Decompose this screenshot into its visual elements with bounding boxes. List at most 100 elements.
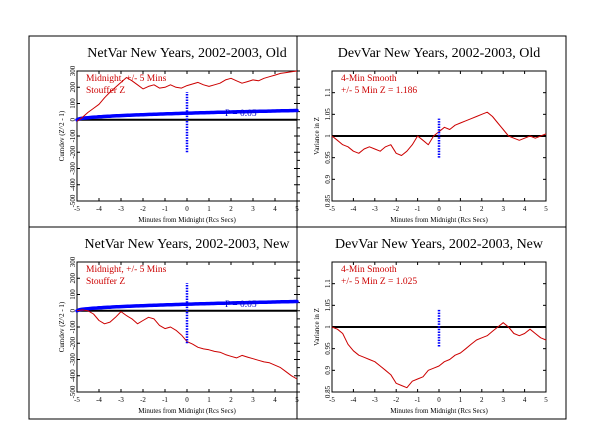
x-tick-label: -1 [162, 205, 168, 213]
x-tick-label: 4 [523, 396, 527, 404]
x-tick-label: 5 [544, 396, 548, 404]
panel-note: 4-Min Smooth [341, 74, 397, 84]
y-tick-label: 200 [69, 273, 77, 284]
y-tick-label: 1 [324, 325, 332, 329]
y-tick-label: 100 [69, 98, 77, 109]
panel-note: Stouffer Z [86, 85, 125, 96]
y-tick-label: -300 [69, 162, 77, 175]
y-tick-label: -100 [69, 320, 77, 333]
x-tick-label: 5 [295, 396, 299, 404]
x-tick-label: 5 [295, 205, 299, 213]
data-series-line [331, 322, 547, 389]
y-tick-label: -400 [69, 369, 77, 382]
y-tick-label: -200 [69, 145, 77, 158]
x-axis-title: Minutes from Midnight (Rcs Secs) [138, 407, 236, 415]
chart-panel: DevVar New Years, 2002-2003, New -5 -4 -3 -2… [313, 237, 548, 415]
y-tick-label: 100 [69, 289, 77, 300]
x-tick-label: 2 [229, 396, 233, 404]
y-tick-label: 1.05 [324, 299, 332, 312]
y-axis-title: Cumdev (Z^2 - 1) [58, 110, 66, 161]
data-series-line [76, 70, 298, 122]
panel-note: +/- 5 Min Z = 1.186 [341, 86, 417, 96]
x-tick-label: -1 [415, 396, 421, 404]
y-axis-title: Variance in Z [313, 117, 321, 155]
x-tick-label: -5 [74, 205, 80, 213]
y-tick-label: 0.85 [324, 194, 332, 207]
y-tick-label: -400 [69, 178, 77, 191]
x-tick-label: -5 [329, 205, 335, 213]
chart-panel: NetVar New Years, 2002-2003, Old -5 -4 -3 -2… [58, 46, 300, 224]
x-tick-label: 3 [251, 396, 255, 404]
y-tick-label: 0 [69, 118, 77, 122]
x-axis-title: Minutes from Midnight (Rcs Secs) [138, 216, 236, 224]
panel-title: NetVar New Years, 2002-2003, Old [87, 46, 286, 61]
panel-title: DevVar New Years, 2002-2003, New [335, 237, 544, 252]
y-tick-label: 0.95 [324, 151, 332, 164]
panels-layer: NetVar New Years, 2002-2003, Old -5 -4 -3 -2… [58, 46, 548, 415]
y-tick-label: 300 [69, 65, 77, 76]
x-tick-label: 1 [459, 396, 463, 404]
x-tick-label: 2 [480, 205, 484, 213]
x-tick-label: -4 [96, 205, 102, 213]
x-tick-label: 0 [185, 205, 189, 213]
y-tick-label: 0.85 [324, 385, 332, 398]
chart-panel: DevVar New Years, 2002-2003, Old -5 -4 -3 -2… [313, 46, 548, 224]
x-tick-label: 5 [544, 205, 548, 213]
p-value-label: P = 0.05 [225, 109, 257, 119]
x-tick-label: 3 [501, 205, 505, 213]
x-tick-label: 1 [459, 205, 463, 213]
x-tick-label: 1 [207, 396, 211, 404]
y-tick-label: -500 [69, 385, 77, 398]
x-tick-label: 3 [501, 396, 505, 404]
x-tick-label: 0 [185, 396, 189, 404]
x-axis-title: Minutes from Midnight (Rcs Secs) [390, 216, 488, 224]
y-tick-label: 0.9 [324, 174, 332, 183]
x-tick-label: -5 [74, 396, 80, 404]
panel-note: Stouffer Z [86, 276, 125, 287]
y-tick-label: 1.1 [324, 88, 332, 97]
x-tick-label: -3 [118, 396, 124, 404]
y-tick-label: 200 [69, 82, 77, 93]
x-tick-label: -3 [372, 205, 378, 213]
x-tick-label: -4 [350, 396, 356, 404]
y-tick-label: 1.1 [324, 279, 332, 288]
x-tick-label: -2 [393, 205, 399, 213]
x-tick-label: -2 [140, 396, 146, 404]
x-tick-label: 4 [273, 205, 277, 213]
x-tick-label: -1 [162, 396, 168, 404]
x-tick-label: 2 [480, 396, 484, 404]
y-tick-label: 1.05 [324, 108, 332, 121]
x-axis-title: Minutes from Midnight (Rcs Secs) [390, 407, 488, 415]
panel-note: Midnight, +/- 5 Mins [86, 74, 167, 84]
x-tick-label: -3 [118, 205, 124, 213]
y-tick-label: 0.9 [324, 365, 332, 374]
x-tick-label: 4 [523, 205, 527, 213]
panel-note: Midnight, +/- 5 Mins [86, 265, 167, 275]
x-tick-label: -2 [393, 396, 399, 404]
y-tick-label: -100 [69, 129, 77, 142]
x-tick-label: -4 [96, 396, 102, 404]
y-axis-title: Variance in Z [313, 308, 321, 346]
y-tick-label: -500 [69, 194, 77, 207]
x-tick-label: -1 [415, 205, 421, 213]
x-tick-label: 1 [207, 205, 211, 213]
data-series-line [76, 309, 298, 380]
x-tick-label: -5 [329, 396, 335, 404]
y-tick-label: 1 [324, 134, 332, 138]
panel-note: +/- 5 Min Z = 1.025 [341, 277, 417, 287]
x-tick-label: -3 [372, 396, 378, 404]
panel-title: NetVar New Years, 2002-2003, New [85, 237, 291, 252]
panel-title: DevVar New Years, 2002-2003, Old [338, 46, 541, 61]
x-tick-label: 4 [273, 396, 277, 404]
x-tick-label: -4 [350, 205, 356, 213]
y-tick-label: -300 [69, 353, 77, 366]
x-tick-label: 0 [437, 396, 441, 404]
data-series-line [331, 111, 547, 156]
y-tick-label: 0.95 [324, 342, 332, 355]
panel-note: 4-Min Smooth [341, 265, 397, 275]
p-value-label: P = 0.05 [225, 300, 257, 310]
y-tick-label: 0 [69, 309, 77, 313]
chart-panel: NetVar New Years, 2002-2003, New -5 -4 -3 -2… [58, 237, 300, 415]
x-tick-label: 0 [437, 205, 441, 213]
